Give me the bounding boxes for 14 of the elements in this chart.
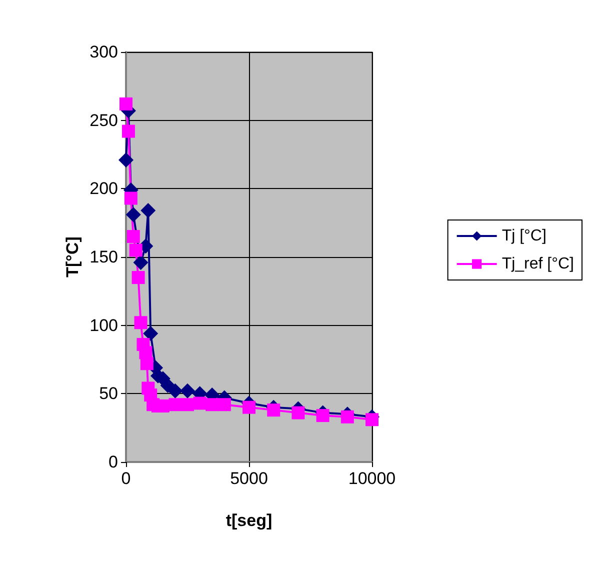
x-tick-label: 5000 bbox=[230, 469, 268, 488]
x-tick-label: 0 bbox=[121, 469, 131, 488]
y-tick-label: 0 bbox=[108, 452, 118, 472]
x-axis-title: t[seg] bbox=[226, 511, 272, 530]
y-tick-label: 300 bbox=[90, 42, 118, 62]
y-tick-label: 100 bbox=[90, 316, 118, 335]
y-tick-label: 250 bbox=[90, 110, 118, 130]
y-tick-label: 50 bbox=[99, 384, 118, 404]
legend-label: Tj [°C] bbox=[502, 228, 546, 244]
y-tick-label: 150 bbox=[90, 248, 118, 266]
x-tick-label: 10000 bbox=[348, 469, 396, 488]
y-axis-title: T[°C] bbox=[63, 236, 82, 278]
legend-label: Tj_ref [°C] bbox=[502, 256, 574, 272]
y-tick-label: 200 bbox=[90, 179, 118, 198]
